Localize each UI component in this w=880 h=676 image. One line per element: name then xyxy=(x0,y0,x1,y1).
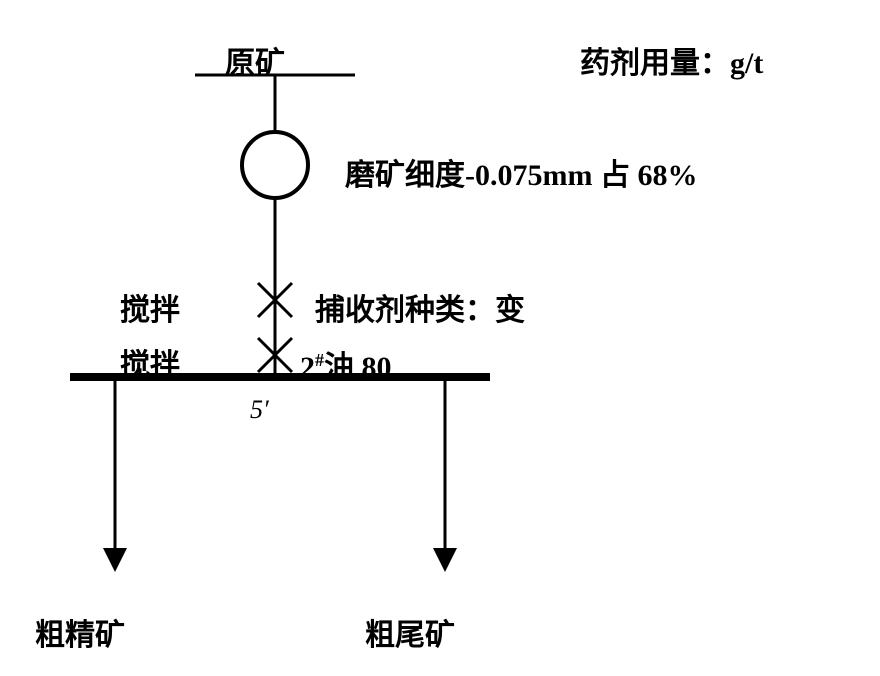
grinding-fineness-label: 磨矿细度-0.075mm 占 68% xyxy=(345,150,697,194)
grinding-circle xyxy=(242,132,308,198)
oil-prefix: 2 xyxy=(300,351,315,384)
mixing-label-2: 搅拌 xyxy=(120,340,180,384)
oil-suffix: 油 80 xyxy=(324,351,392,384)
time-label: 5′ xyxy=(250,395,269,425)
raw-ore-label: 原矿 xyxy=(225,38,285,82)
rough-tailings-label: 粗尾矿 xyxy=(365,610,455,654)
right-arrow xyxy=(433,548,457,572)
left-arrow xyxy=(103,548,127,572)
rough-concentrate-label: 粗精矿 xyxy=(35,610,125,654)
flowchart-svg xyxy=(0,0,880,676)
mixing-label-1: 搅拌 xyxy=(120,285,180,329)
oil-sup: # xyxy=(315,350,324,370)
reagent-unit-label: 药剂用量：g/t xyxy=(580,38,763,82)
collector-type-label: 捕收剂种类：变 xyxy=(315,285,525,329)
oil-label: 2#油 80 xyxy=(300,342,392,386)
